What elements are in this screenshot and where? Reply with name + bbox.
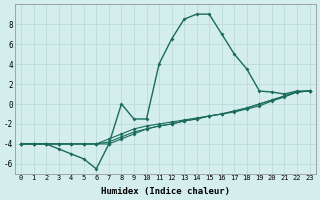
X-axis label: Humidex (Indice chaleur): Humidex (Indice chaleur) xyxy=(101,187,230,196)
